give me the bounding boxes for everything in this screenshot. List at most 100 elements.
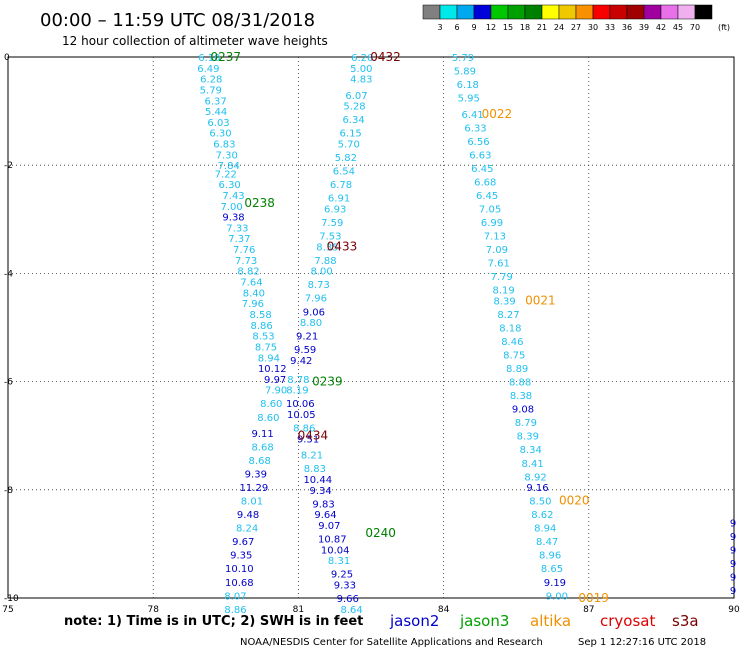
wave-height-point: 9.51 <box>297 434 319 445</box>
scale-tick-label: 24 <box>554 23 564 32</box>
wave-height-point: 6.07 <box>345 91 367 102</box>
page-subtitle: 12 hour collection of altimeter wave hei… <box>62 34 328 48</box>
wave-height-point: 7.33 <box>226 223 248 234</box>
x-tick-label: 78 <box>147 605 159 615</box>
wave-height-point: 9.11 <box>251 429 273 440</box>
satellite-legend-item: jason3 <box>459 612 509 630</box>
scale-tick-label: 9 <box>471 23 476 32</box>
wave-height-point: 6.91 <box>328 194 350 205</box>
wave-height-point: 9.48 <box>237 510 259 521</box>
wave-height-point: 4.83 <box>350 75 372 86</box>
wave-height-point: 9.64 <box>314 510 336 521</box>
wave-height-point: 9 <box>730 572 736 583</box>
pass-label: 0019 <box>578 591 609 605</box>
scale-swatch <box>643 4 662 20</box>
wave-height-point: 6.45 <box>471 164 493 175</box>
wave-height-point: 8.21 <box>301 451 323 462</box>
wave-height-point: 6.18 <box>457 80 479 91</box>
wave-height-point: 9 <box>730 545 736 556</box>
wave-height-point: 6.49 <box>197 64 219 75</box>
scale-swatch <box>524 4 543 20</box>
wave-height-point: 8.46 <box>501 337 523 348</box>
wave-height-point: 6.30 <box>209 129 231 140</box>
scale-swatch <box>422 4 441 20</box>
pass-label: 0433 <box>327 239 358 253</box>
wave-height-point: 6.37 <box>205 96 227 107</box>
wave-height-point: 7.13 <box>484 232 506 243</box>
wave-height-point: 8.00 <box>310 267 332 278</box>
wave-height-point: 7.09 <box>486 245 508 256</box>
wave-height-point: 8.78 <box>287 375 309 386</box>
wave-height-point: 7.05 <box>479 204 501 215</box>
scale-swatch <box>558 4 577 20</box>
wave-height-point: 6.54 <box>333 167 355 178</box>
wave-height-point: 8.86 <box>224 605 246 616</box>
satellite-legend-item: jason2 <box>389 612 439 630</box>
wave-height-point: 6.56 <box>467 137 489 148</box>
y-tick-label: -4 <box>4 269 13 279</box>
wave-height-point: 8.65 <box>541 564 563 575</box>
wave-height-point: 6.41 <box>462 110 484 121</box>
y-tick-label: -10 <box>4 594 19 604</box>
wave-height-point: 7.88 <box>314 256 336 267</box>
scale-swatch <box>507 4 526 20</box>
wave-height-point: 8.53 <box>252 332 274 343</box>
wave-height-point: 8.79 <box>515 418 537 429</box>
scale-tick-label: 21 <box>537 23 547 32</box>
footer-credit: NOAA/NESDIS Center for Satellite Applica… <box>240 637 543 648</box>
scale-swatch <box>439 4 458 20</box>
wave-height-point: 7.61 <box>488 259 510 270</box>
x-tick-label: 87 <box>583 605 594 615</box>
wave-height-point: 9.19 <box>544 578 566 589</box>
scale-swatch <box>575 4 594 20</box>
wave-height-point: 8.83 <box>304 464 326 475</box>
scale-tick-label: 33 <box>605 23 615 32</box>
wave-height-point: 5.70 <box>338 140 360 151</box>
wave-height-point: 8.96 <box>539 551 561 562</box>
wave-height-point: 8.27 <box>497 310 519 321</box>
scale-tick-label: 70 <box>690 23 700 32</box>
wave-height-point: 10.87 <box>318 534 347 545</box>
scale-swatch <box>592 4 611 20</box>
scale-swatch <box>456 4 475 20</box>
x-tick-label: 81 <box>293 605 304 615</box>
x-tick-label: 84 <box>438 605 450 615</box>
wave-height-point: 8.58 <box>250 310 272 321</box>
scale-tick-label: 6 <box>454 23 459 32</box>
wave-height-point: 9.21 <box>296 332 318 343</box>
wave-height-point: 5.89 <box>454 67 476 78</box>
wave-height-point: 7.79 <box>491 272 513 283</box>
wave-height-point: 9.00 <box>546 591 568 602</box>
wave-height-point: 9.67 <box>232 537 254 548</box>
wave-height-point: 7.43 <box>222 191 244 202</box>
wave-height-point: 6.99 <box>481 218 503 229</box>
wave-height-point: 9.59 <box>294 345 316 356</box>
wave-height-point: 5.00 <box>350 64 372 75</box>
wave-height-point: 9.06 <box>303 307 325 318</box>
wave-height-point: 6.03 <box>207 118 229 129</box>
wave-height-point: 5.79 <box>452 53 474 64</box>
pass-label: 0237 <box>211 50 242 64</box>
wave-height-point: 10.05 <box>287 410 316 421</box>
wave-height-point: 9 <box>730 518 736 529</box>
wave-height-point: 9 <box>730 586 736 597</box>
wave-height-values: 6.106.496.285.796.375.446.036.306.837.30… <box>197 53 736 616</box>
x-tick-label: 90 <box>728 605 740 615</box>
wave-height-point: 8.75 <box>255 342 277 353</box>
satellite-legend-item: altika <box>530 612 571 630</box>
pass-label: 0021 <box>525 293 556 307</box>
wave-height-point: 7.96 <box>242 299 264 310</box>
wave-height-point: 6.78 <box>330 180 352 191</box>
wave-height-point: 7.90 <box>265 386 287 397</box>
wave-height-point: 8.89 <box>506 364 528 375</box>
wave-height-point: 8.60 <box>257 413 279 424</box>
scale-swatch <box>473 4 492 20</box>
wave-height-point: 9.66 <box>337 594 359 605</box>
scale-tick-label: 36 <box>622 23 632 32</box>
wave-height-point: 8.07 <box>224 591 246 602</box>
wave-height-point: 10.44 <box>303 475 332 486</box>
wave-height-point: 8.41 <box>522 459 544 470</box>
wave-height-point: 6.63 <box>469 150 491 161</box>
scale-swatch <box>541 4 560 20</box>
wave-height-point: 8.88 <box>509 378 531 389</box>
